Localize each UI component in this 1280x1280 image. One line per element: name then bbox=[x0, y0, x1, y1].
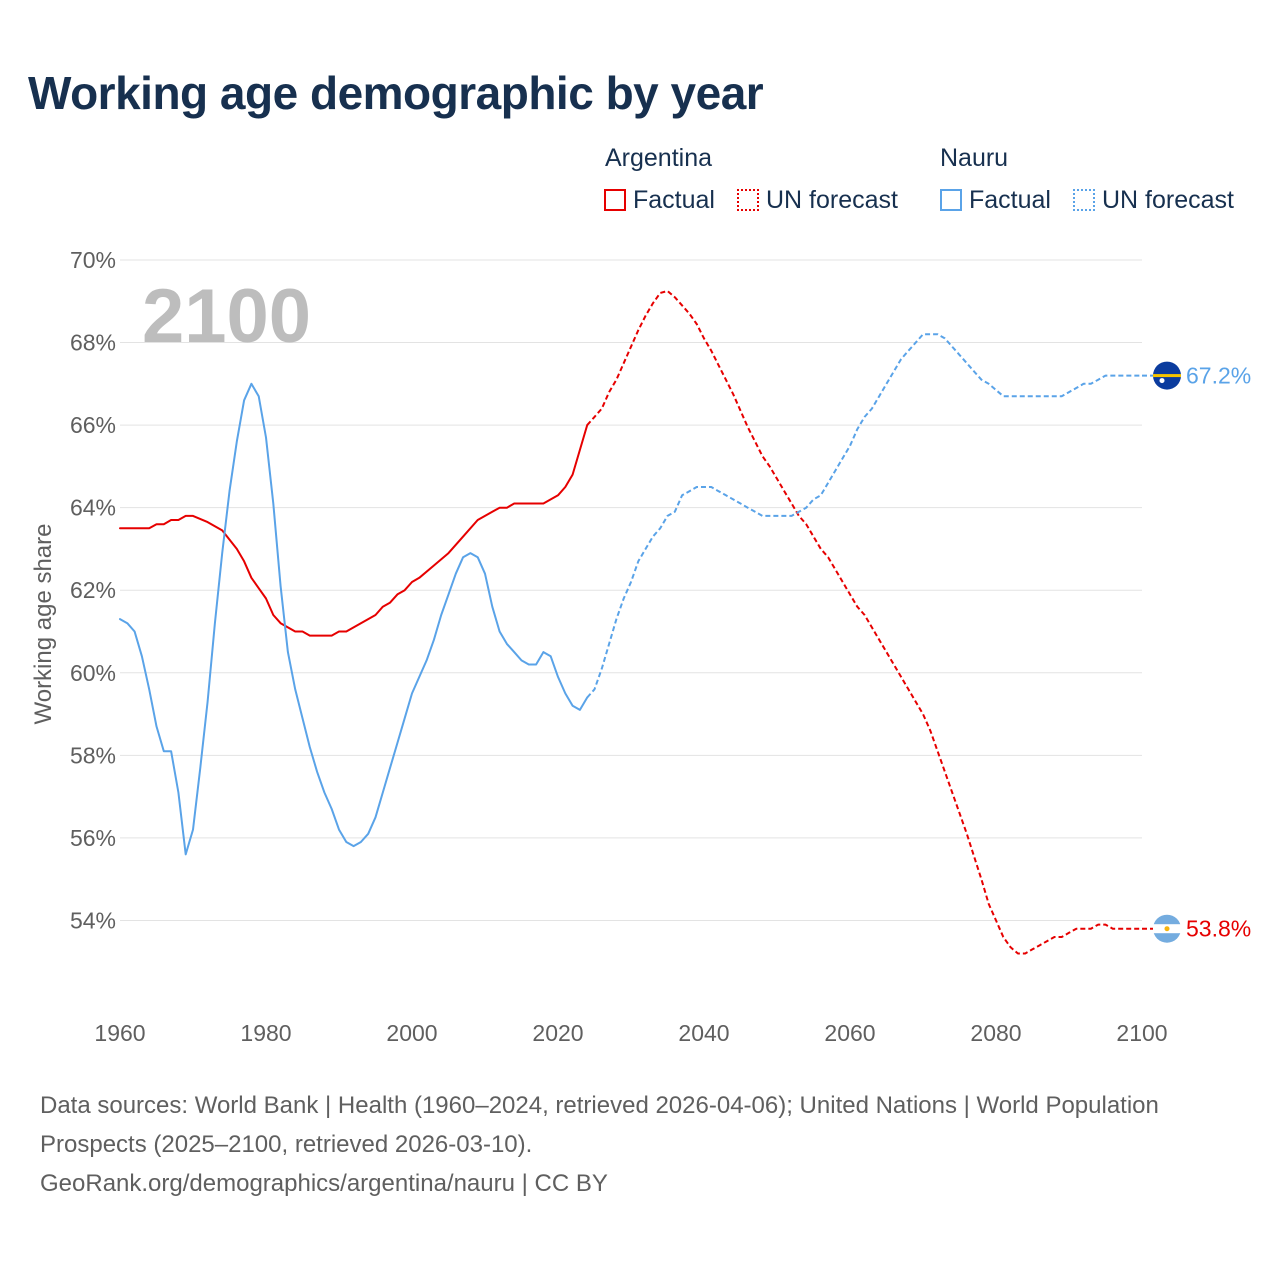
nauru-factual-line[interactable] bbox=[119, 382, 589, 856]
x-tick-label: 2020 bbox=[532, 1020, 583, 1046]
y-tick-label: 58% bbox=[70, 742, 116, 768]
x-tick-label: 1980 bbox=[240, 1020, 291, 1046]
series-lines bbox=[119, 290, 1142, 955]
y-tick-label: 56% bbox=[70, 825, 116, 851]
y-tick-label: 66% bbox=[70, 412, 116, 438]
x-tick-label: 2000 bbox=[386, 1020, 437, 1046]
y-tick-label: 60% bbox=[70, 660, 116, 686]
dotted-swatch-icon bbox=[737, 189, 759, 211]
year-watermark: 2100 bbox=[142, 274, 311, 359]
solid-swatch-icon bbox=[604, 189, 626, 211]
end-labels: 53.8% 67.2% bbox=[1142, 361, 1251, 943]
legend-item-nauru-factual[interactable]: Factual bbox=[940, 185, 1051, 215]
line-chart: 2100 Working age share 54% 56% 58% 60% 62% 64… bbox=[30, 247, 1251, 1046]
legend-item-argentina-forecast[interactable]: UN forecast bbox=[737, 185, 898, 215]
x-tick-label: 2060 bbox=[824, 1020, 875, 1046]
nauru-flag-icon bbox=[1153, 361, 1181, 390]
nauru-forecast-line[interactable] bbox=[586, 333, 1142, 699]
y-tick-label: 62% bbox=[70, 577, 116, 603]
dotted-swatch-icon bbox=[1073, 189, 1095, 211]
y-tick-label: 68% bbox=[70, 330, 116, 356]
legend-group-argentina: Argentina bbox=[605, 144, 713, 172]
x-tick-label: 2100 bbox=[1116, 1020, 1167, 1046]
y-tick-label: 54% bbox=[70, 907, 116, 933]
data-sources: Data sources: World Bank | Health (1960–… bbox=[40, 1092, 1159, 1158]
legend-label: UN forecast bbox=[1102, 185, 1234, 214]
chart-title: Working age demographic by year bbox=[28, 67, 764, 119]
legend-group-nauru: Nauru bbox=[940, 144, 1009, 172]
legend-item-nauru-forecast[interactable]: UN forecast bbox=[1073, 185, 1234, 215]
x-tick-label: 2080 bbox=[970, 1020, 1021, 1046]
argentina-forecast-line[interactable] bbox=[586, 290, 1142, 955]
end-value-label: 67.2% bbox=[1186, 363, 1251, 389]
legend-label: UN forecast bbox=[766, 185, 898, 214]
y-axis-label: Working age share bbox=[30, 524, 57, 725]
x-tick-label: 1960 bbox=[94, 1020, 145, 1046]
solid-swatch-icon bbox=[940, 189, 962, 211]
legend-label: Factual bbox=[969, 185, 1051, 214]
argentina-factual-line[interactable] bbox=[119, 424, 589, 637]
y-axis: 54% 56% 58% 60% 62% 64% 66% 68% 70% bbox=[70, 247, 116, 933]
x-tick-label: 2040 bbox=[678, 1020, 729, 1046]
credit-link[interactable]: GeoRank.org/demographics/argentina/nauru… bbox=[40, 1170, 608, 1197]
y-tick-label: 70% bbox=[70, 247, 116, 273]
flag-stripe bbox=[1153, 374, 1181, 378]
end-value-label: 53.8% bbox=[1186, 916, 1251, 942]
argentina-flag-icon bbox=[1153, 914, 1181, 943]
x-axis: 1960 1980 2000 2020 2040 2060 2080 2100 bbox=[94, 1020, 1167, 1046]
source-note: Data sources: World Bank | Health (1960–… bbox=[40, 1086, 1240, 1203]
legend-item-argentina-factual[interactable]: Factual bbox=[604, 185, 715, 215]
grid bbox=[120, 259, 1142, 921]
y-tick-label: 64% bbox=[70, 495, 116, 521]
flag-sun bbox=[1164, 926, 1170, 932]
flag-star bbox=[1159, 378, 1165, 384]
legend-label: Factual bbox=[633, 185, 715, 214]
